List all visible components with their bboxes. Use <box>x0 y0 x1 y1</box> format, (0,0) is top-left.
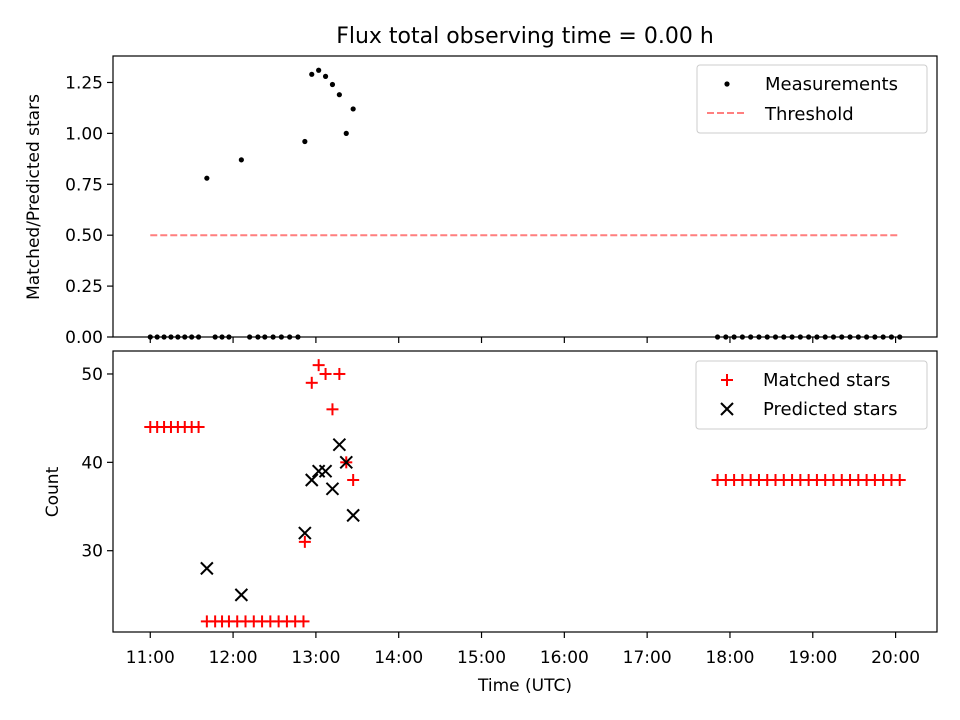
top-panel: 0.00 0.25 0.50 0.75 1.00 1.25 Matched/Predict… <box>24 55 938 348</box>
measurement-point <box>336 92 342 98</box>
legend-marker-predicted-stars <box>720 402 734 416</box>
x-tick-label: 12:00 <box>209 648 258 668</box>
top-y-tick-label: 0.25 <box>65 277 103 297</box>
bottom-y-tick-label: 50 <box>81 365 103 385</box>
top-y-axis-label: Matched/Predicted stars <box>24 94 44 300</box>
matched-star-marker <box>333 367 346 380</box>
predicted-star-marker <box>318 464 333 478</box>
x-tick-label: 11:00 <box>126 648 175 668</box>
top-legend: Measurements Threshold <box>696 64 928 134</box>
chart-title: Flux total observing time = 0.00 h <box>336 24 714 49</box>
bottom-legend-box <box>695 360 928 430</box>
predicted-star-marker <box>234 588 249 602</box>
bottom-y-tick-label: 30 <box>81 542 103 562</box>
matched-star-marker <box>297 615 310 628</box>
predicted-star-marker <box>332 437 347 452</box>
x-tick-label: 20:00 <box>871 648 920 668</box>
matched-star-marker <box>347 474 360 487</box>
x-tick-label: 13:00 <box>291 648 340 668</box>
bottom-axes-frame <box>112 350 938 633</box>
x-tick-label: 19:00 <box>788 648 837 668</box>
predicted-star-marker <box>339 455 353 470</box>
top-y-tick-label: 1.00 <box>65 124 103 144</box>
measurement-point <box>238 157 244 163</box>
measurement-point <box>343 130 349 136</box>
predicted-star-marker <box>346 508 360 523</box>
predicted-star-marker <box>325 482 340 496</box>
matched-star-marker <box>319 367 332 380</box>
predicted-star-marker <box>305 473 319 487</box>
matched-star-marker <box>192 420 205 433</box>
measurement-point <box>329 81 336 88</box>
measurement-point <box>322 73 329 79</box>
matched-star-marker <box>312 359 325 372</box>
legend-label-predicted-stars: Predicted stars <box>763 399 897 420</box>
legend-label-matched-stars: Matched stars <box>763 370 890 391</box>
legend-marker-measurements <box>724 81 730 87</box>
predicted-star-marker <box>200 561 214 576</box>
legend-label-threshold: Threshold <box>764 104 854 125</box>
x-tick-label: 15:00 <box>457 648 506 668</box>
x-tick-label: 14:00 <box>374 648 423 668</box>
matched-star-marker <box>893 474 906 487</box>
x-tick-label: 18:00 <box>705 648 754 668</box>
legend-marker-matched-stars <box>721 374 733 386</box>
x-axis-label: Time (UTC) <box>477 676 572 696</box>
bottom-y-tick-label: 40 <box>81 453 103 473</box>
top-legend-box <box>696 64 928 134</box>
top-y-tick-label: 0.75 <box>65 175 103 195</box>
measurement-point <box>316 67 322 73</box>
matched-star-marker <box>305 376 318 389</box>
legend-label-measurements: Measurements <box>765 74 898 95</box>
top-axes-frame <box>112 55 938 338</box>
x-tick-label: 16:00 <box>540 648 589 668</box>
matched-star-marker <box>326 403 339 416</box>
bottom-y-axis-label: Count <box>43 466 63 517</box>
matched-star-marker <box>298 535 311 548</box>
measurement-point <box>350 106 356 112</box>
top-y-tick-label: 0.00 <box>65 328 103 348</box>
measurement-point <box>204 175 210 181</box>
x-axis: 11:00 12:00 13:00 14:00 15:00 16:00 17:00 18:00… <box>126 648 920 668</box>
measurement-point <box>302 138 308 145</box>
top-y-tick-label: 1.25 <box>65 73 103 93</box>
x-tick-label: 17:00 <box>623 648 672 668</box>
measurement-point <box>309 71 315 77</box>
top-y-tick-label: 0.50 <box>65 226 103 246</box>
bottom-panel: 30 40 50 Count Matched stars Predicted sta… <box>43 350 938 638</box>
bottom-legend: Matched stars Predicted stars <box>695 360 928 430</box>
predicted-star-marker <box>298 526 312 540</box>
